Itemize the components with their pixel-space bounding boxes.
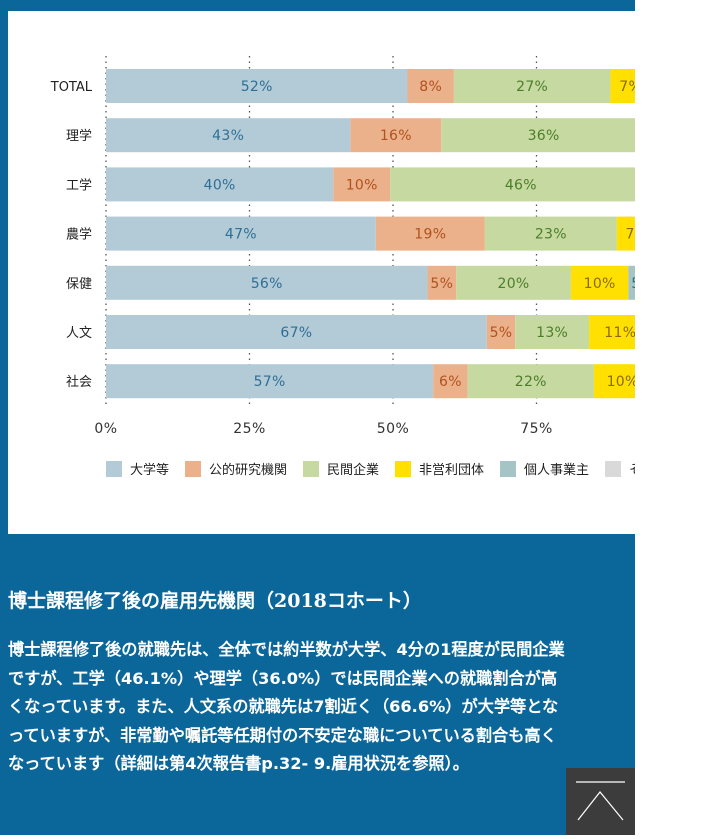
data-label: 10% — [584, 276, 616, 292]
x-tick-label: 25% — [233, 421, 266, 437]
data-label: 10% — [607, 374, 635, 390]
data-label: 46% — [505, 177, 537, 193]
bar-segment — [589, 315, 635, 349]
category-label: 社会 — [66, 374, 92, 390]
bar-segment — [407, 69, 454, 103]
chevron-up-icon — [576, 781, 625, 821]
data-label: 43% — [212, 128, 244, 144]
data-label: 23% — [535, 227, 567, 243]
bar-segment — [333, 167, 391, 202]
bar-segment — [515, 315, 590, 349]
x-tick-label: 0% — [94, 421, 117, 437]
bar-segment — [616, 216, 635, 251]
bar-segment — [441, 118, 635, 153]
data-label: 11% — [604, 325, 635, 341]
data-label: 6% — [439, 374, 462, 390]
caption-body: 博士課程修了後の就職先は、全体では約半数が大学、4分の1程度が民間企業ですが、工… — [8, 640, 565, 774]
bar-segment — [106, 216, 376, 251]
bar-segment — [106, 69, 408, 103]
bar-segment — [486, 315, 516, 349]
legend-swatch — [185, 461, 201, 477]
bar-segment — [570, 265, 629, 300]
data-label: 27% — [516, 79, 548, 95]
bar-segment — [453, 69, 611, 103]
stacked-bar-chart: 0%25%50%75%100%TOTAL52%8%27%7%3%2%理学43%1… — [50, 56, 635, 478]
data-label: 57% — [254, 374, 286, 390]
bar-segment — [427, 265, 457, 300]
data-label: 40% — [204, 177, 236, 193]
data-label: 10% — [346, 177, 378, 193]
data-label: 7% — [619, 79, 635, 95]
category-label: TOTAL — [50, 80, 93, 95]
category-label: 人文 — [66, 326, 92, 341]
category-label: 理学 — [66, 128, 92, 144]
data-label: 52% — [241, 79, 273, 95]
data-label: 16% — [380, 128, 412, 144]
bar-segment — [106, 265, 428, 300]
data-label: 19% — [414, 227, 446, 243]
data-label: 47% — [225, 227, 257, 243]
category-label: 農学 — [66, 227, 92, 243]
bar-segment — [433, 364, 468, 399]
bar-segment — [106, 167, 334, 202]
category-label: 保健 — [66, 277, 92, 292]
legend-swatch — [395, 461, 411, 477]
legend-label: 民間企業 — [327, 462, 379, 478]
back-to-top-button[interactable] — [566, 768, 635, 835]
bar-segment — [628, 265, 635, 300]
caption-title: 博士課程修了後の雇用先機関（2018コホート） — [8, 590, 422, 612]
bar-segment — [350, 118, 442, 153]
chart-panel: 0%25%50%75%100%TOTAL52%8%27%7%3%2%理学43%1… — [8, 11, 635, 534]
data-label: 56% — [251, 276, 283, 292]
bar-segment — [106, 118, 351, 153]
category-label: 工学 — [66, 177, 92, 193]
data-label: 8% — [419, 79, 442, 95]
bar-segment — [375, 216, 485, 251]
data-label: 5% — [490, 325, 513, 341]
bar-segment — [593, 364, 635, 399]
data-label: 7% — [626, 227, 635, 243]
bar-segment — [456, 265, 571, 300]
x-tick-label: 50% — [377, 421, 410, 437]
bar-segment — [106, 315, 487, 349]
legend-label: 個人事業主 — [524, 462, 589, 478]
legend-swatch — [605, 461, 621, 477]
data-label: 20% — [498, 276, 530, 292]
legend-label: 非営利団体 — [419, 463, 484, 478]
legend-swatch — [500, 461, 516, 477]
data-label: 13% — [536, 325, 568, 341]
data-label: 22% — [515, 374, 547, 390]
data-label: 5% — [631, 276, 635, 292]
legend-swatch — [106, 461, 122, 477]
bar-segment — [106, 364, 434, 399]
x-tick-label: 75% — [520, 421, 553, 437]
bar-segment — [484, 216, 617, 251]
bar-segment — [390, 167, 635, 202]
legend-label: その他 — [629, 463, 635, 478]
data-label: 36% — [528, 128, 560, 144]
bar-segment — [610, 69, 635, 103]
data-label: 67% — [280, 325, 312, 341]
legend-label: 大学等 — [130, 462, 169, 478]
bar-segment — [467, 364, 594, 399]
legend-label: 公的研究機関 — [209, 462, 287, 478]
legend-swatch — [303, 461, 319, 477]
data-label: 5% — [430, 276, 453, 292]
